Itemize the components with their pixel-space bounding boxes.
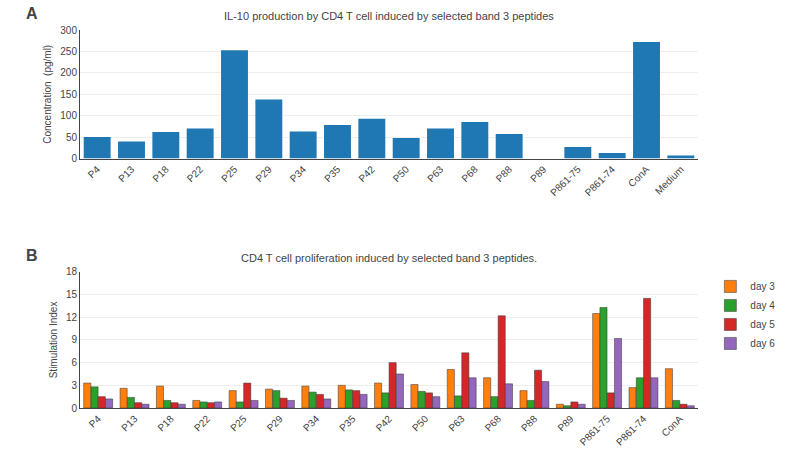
- svg-text:P63: P63: [446, 413, 467, 434]
- svg-text:P35: P35: [322, 163, 343, 184]
- svg-text:P861-74: P861-74: [583, 163, 618, 198]
- svg-text:P34: P34: [301, 413, 322, 434]
- svg-text:P68: P68: [483, 413, 504, 434]
- svg-text:P861-75: P861-75: [548, 163, 583, 198]
- svg-text:150: 150: [60, 89, 77, 100]
- svg-text:day 3: day 3: [750, 281, 775, 292]
- svg-text:50: 50: [66, 132, 78, 143]
- svg-text:P861-75: P861-75: [578, 413, 613, 448]
- svg-text:P35: P35: [337, 413, 358, 434]
- svg-text:P34: P34: [288, 163, 309, 184]
- svg-text:P88: P88: [519, 413, 540, 434]
- svg-text:ConA: ConA: [659, 413, 685, 439]
- svg-text:P25: P25: [219, 163, 240, 184]
- svg-text:100: 100: [60, 110, 77, 121]
- svg-text:P89: P89: [528, 163, 549, 184]
- svg-text:6: 6: [71, 357, 77, 368]
- svg-text:15: 15: [66, 289, 78, 300]
- svg-text:ConA: ConA: [626, 163, 652, 189]
- svg-text:250: 250: [60, 46, 77, 57]
- svg-text:9: 9: [71, 334, 77, 345]
- svg-text:P68: P68: [459, 163, 480, 184]
- svg-text:P861-74: P861-74: [614, 413, 649, 448]
- svg-text:300: 300: [60, 25, 77, 36]
- svg-text:CD4 T cell proliferation induc: CD4 T cell proliferation induced by sele…: [241, 252, 537, 264]
- svg-text:Concentration (pg/ml): Concentration (pg/ml): [42, 45, 53, 144]
- svg-text:P22: P22: [192, 413, 213, 434]
- svg-text:Stimulation Index: Stimulation Index: [48, 302, 59, 379]
- svg-text:P25: P25: [228, 413, 249, 434]
- svg-text:P18: P18: [150, 163, 171, 184]
- svg-text:day 6: day 6: [750, 338, 775, 349]
- svg-text:P13: P13: [116, 163, 137, 184]
- svg-text:P18: P18: [155, 413, 176, 434]
- svg-text:P63: P63: [425, 163, 446, 184]
- svg-text:P4: P4: [87, 413, 104, 430]
- svg-text:3: 3: [71, 380, 77, 391]
- svg-text:P42: P42: [374, 413, 395, 434]
- svg-text:200: 200: [60, 67, 77, 78]
- svg-text:A: A: [26, 5, 38, 22]
- svg-text:IL-10 production by CD4 T cell: IL-10 production by CD4 T cell induced b…: [224, 10, 554, 22]
- svg-text:P29: P29: [253, 163, 274, 184]
- svg-text:day 5: day 5: [750, 319, 775, 330]
- svg-text:12: 12: [66, 312, 78, 323]
- svg-text:P42: P42: [356, 163, 377, 184]
- svg-text:P88: P88: [494, 163, 515, 184]
- svg-text:P50: P50: [391, 163, 412, 184]
- svg-text:B: B: [26, 247, 38, 264]
- svg-text:P89: P89: [555, 413, 576, 434]
- svg-text:18: 18: [66, 266, 78, 277]
- svg-text:P4: P4: [86, 163, 103, 180]
- svg-text:0: 0: [71, 153, 77, 164]
- svg-text:0: 0: [71, 403, 77, 414]
- svg-text:P22: P22: [185, 163, 206, 184]
- svg-text:P29: P29: [265, 413, 286, 434]
- svg-text:P50: P50: [410, 413, 431, 434]
- svg-text:P13: P13: [119, 413, 140, 434]
- svg-text:day 4: day 4: [750, 300, 775, 311]
- svg-text:Medium: Medium: [653, 164, 686, 197]
